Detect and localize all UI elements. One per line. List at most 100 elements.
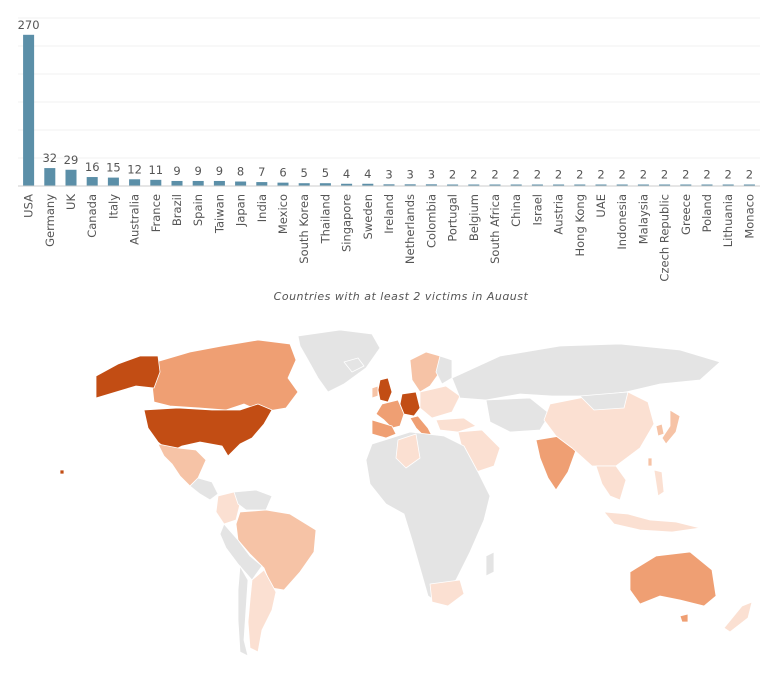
category-label: Taiwan bbox=[212, 194, 226, 234]
value-label: 2 bbox=[703, 168, 710, 182]
bar bbox=[722, 184, 734, 186]
value-label: 3 bbox=[407, 167, 414, 181]
bar bbox=[298, 183, 310, 186]
bar bbox=[659, 184, 671, 186]
value-label: 9 bbox=[195, 164, 202, 178]
value-label: 2 bbox=[640, 168, 647, 182]
value-label: 16 bbox=[85, 160, 100, 174]
value-label: 6 bbox=[279, 166, 286, 180]
map-eastern-europe bbox=[419, 385, 461, 419]
map-indonesia bbox=[603, 511, 701, 533]
category-label: USA bbox=[22, 194, 36, 218]
bar bbox=[150, 179, 162, 186]
bar bbox=[468, 184, 480, 186]
value-label: 2 bbox=[491, 168, 498, 182]
map-canada bbox=[151, 339, 299, 413]
bar bbox=[531, 184, 543, 186]
bars bbox=[23, 34, 755, 186]
map-australia bbox=[629, 551, 717, 607]
value-label: 11 bbox=[148, 163, 163, 177]
map-central-america bbox=[189, 477, 219, 501]
map-chile bbox=[237, 565, 249, 657]
chart-caption: Countries with at least 2 victims in Aug… bbox=[274, 290, 529, 300]
map-argentina bbox=[247, 569, 277, 653]
world-map bbox=[59, 329, 753, 657]
category-label: Belgium bbox=[467, 194, 481, 241]
map-mongolia bbox=[579, 391, 629, 411]
bar bbox=[277, 182, 289, 186]
bar bbox=[362, 183, 374, 186]
map-turkey bbox=[435, 417, 477, 433]
value-label: 3 bbox=[428, 167, 435, 181]
map-taiwan bbox=[647, 457, 653, 467]
map-venezuela bbox=[233, 489, 273, 511]
map-hawaii bbox=[59, 469, 65, 475]
category-label: Netherlands bbox=[403, 194, 417, 264]
value-label: 2 bbox=[513, 168, 520, 182]
category-label: Lithuania bbox=[721, 194, 735, 247]
bar bbox=[107, 177, 119, 186]
value-label: 2 bbox=[597, 168, 604, 182]
map-north-africa bbox=[395, 433, 421, 469]
category-label: UAE bbox=[594, 194, 608, 218]
bar bbox=[319, 183, 331, 186]
bar bbox=[595, 184, 607, 186]
bar bbox=[489, 184, 501, 186]
category-label: Colombia bbox=[424, 194, 438, 248]
bar bbox=[553, 184, 565, 186]
map-central-asia bbox=[485, 397, 551, 433]
map-scandinavia bbox=[409, 351, 441, 393]
category-label: Thailand bbox=[318, 194, 332, 244]
map-japan bbox=[661, 409, 681, 445]
map-philippines bbox=[653, 469, 665, 497]
map-greenland bbox=[297, 329, 381, 393]
category-label: Germany bbox=[43, 194, 57, 247]
value-label: 3 bbox=[385, 167, 392, 181]
bar bbox=[256, 182, 268, 186]
gridlines bbox=[18, 17, 760, 187]
category-label: China bbox=[509, 194, 523, 227]
map-brazil bbox=[235, 509, 317, 591]
category-labels: USA Germany UK Canada Italy Australia France Br… bbox=[22, 194, 757, 282]
category-label: Greece bbox=[679, 194, 693, 235]
category-label: Portugal bbox=[446, 194, 460, 242]
value-label: 2 bbox=[746, 168, 753, 182]
category-label: Monaco bbox=[742, 194, 756, 239]
category-label: Czech Republic bbox=[658, 194, 672, 282]
map-france bbox=[375, 399, 405, 429]
category-label: South Korea bbox=[297, 194, 311, 264]
bar bbox=[129, 179, 141, 186]
bar bbox=[86, 177, 98, 186]
category-label: Spain bbox=[191, 194, 205, 226]
value-label: 7 bbox=[258, 165, 265, 179]
bar bbox=[65, 169, 77, 186]
value-label: 4 bbox=[343, 167, 350, 181]
map-south-korea bbox=[655, 423, 665, 437]
value-label: 2 bbox=[534, 168, 541, 182]
value-label: 2 bbox=[682, 168, 689, 182]
category-label: Brazil bbox=[170, 194, 184, 226]
value-label: 2 bbox=[725, 168, 732, 182]
category-label: Malaysia bbox=[636, 194, 650, 244]
value-label: 12 bbox=[127, 162, 142, 176]
bar bbox=[680, 184, 692, 186]
category-label: Indonesia bbox=[615, 194, 629, 250]
map-alaska bbox=[95, 355, 161, 399]
bar bbox=[425, 184, 437, 186]
map-iceland bbox=[343, 357, 365, 373]
map-new-zealand bbox=[723, 601, 753, 633]
value-label: 9 bbox=[216, 164, 223, 178]
bar bbox=[701, 184, 713, 186]
category-label: Austria bbox=[552, 194, 566, 235]
value-label: 29 bbox=[64, 153, 79, 167]
category-label: South Africa bbox=[488, 194, 502, 264]
value-label: 270 bbox=[18, 18, 40, 32]
category-label: Mexico bbox=[276, 194, 290, 234]
bar bbox=[404, 184, 416, 186]
bar bbox=[616, 184, 628, 186]
category-label: India bbox=[255, 194, 269, 222]
bar bbox=[171, 180, 183, 186]
map-russia bbox=[451, 343, 721, 401]
